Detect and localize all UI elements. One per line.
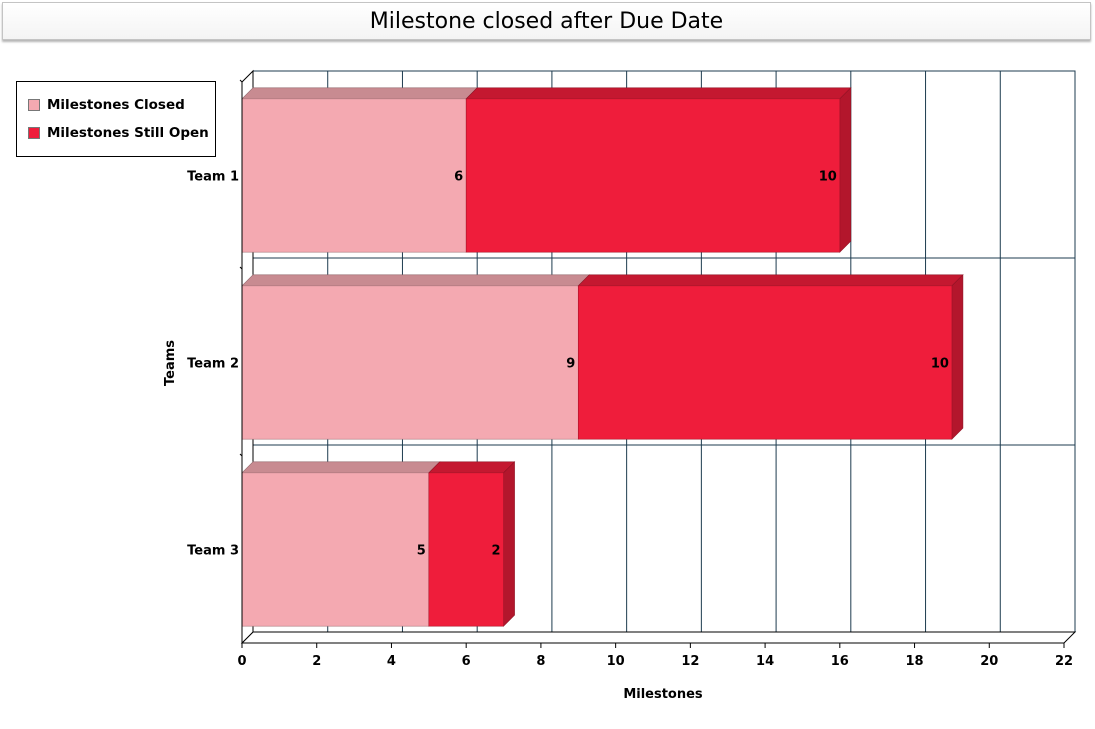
- bar-top-face: [465, 87, 852, 100]
- legend-label-open: Milestones Still Open: [47, 125, 209, 141]
- legend-swatch-closed: [28, 99, 40, 111]
- category-label: Team 3: [187, 544, 239, 559]
- x-tick-label: 2: [312, 654, 321, 669]
- bar: [241, 472, 430, 627]
- x-tick-label: 4: [387, 654, 396, 669]
- category-label: Team 2: [187, 357, 239, 372]
- bar-top-face: [428, 461, 516, 474]
- bar-value-label: 5: [417, 544, 426, 559]
- x-tick-label: 0: [237, 654, 246, 669]
- legend-swatch-open: [28, 127, 40, 139]
- y-tick: [239, 79, 243, 83]
- bar-top-face: [577, 274, 964, 287]
- chart-title-bar: Milestone closed after Due Date: [2, 2, 1091, 40]
- bar-value-label: 10: [819, 170, 837, 185]
- x-tick-label: 10: [607, 654, 625, 669]
- chart-legend: Milestones Closed Milestones Still Open: [16, 81, 216, 157]
- bar-value-label: 2: [491, 544, 500, 559]
- bar: [241, 98, 467, 253]
- bar-side-face: [839, 87, 852, 253]
- legend-item-open: Milestones Still Open: [28, 124, 209, 142]
- bar-side-face: [503, 461, 515, 627]
- x-tick-label: 8: [536, 654, 545, 669]
- x-tick-label: 18: [905, 654, 923, 669]
- legend-label-closed: Milestones Closed: [47, 97, 185, 113]
- bar: [577, 285, 953, 440]
- bar: [428, 472, 504, 627]
- plot-floor: [240, 631, 1077, 644]
- x-tick-label: 12: [681, 654, 699, 669]
- x-tick-label: 14: [756, 654, 774, 669]
- bar-top-face: [241, 274, 590, 287]
- bar: [241, 285, 579, 440]
- x-tick-label: 6: [462, 654, 471, 669]
- bar-value-label: 6: [454, 170, 463, 185]
- bar-top-face: [241, 87, 478, 100]
- bar: [465, 98, 841, 253]
- bar-value-label: 9: [566, 357, 575, 372]
- bar-side-face: [951, 274, 964, 440]
- x-tick-label: 16: [831, 654, 849, 669]
- x-tick-label: 20: [980, 654, 998, 669]
- bar-value-label: 10: [931, 357, 949, 372]
- bar-top-face: [241, 461, 441, 474]
- x-tick-label: 22: [1055, 654, 1073, 669]
- y-axis-title: Teams: [163, 340, 178, 386]
- legend-item-closed: Milestones Closed: [28, 96, 185, 114]
- x-axis-title: Milestones: [623, 687, 703, 702]
- chart-title: Milestone closed after Due Date: [369, 9, 724, 34]
- category-label: Team 1: [187, 170, 239, 185]
